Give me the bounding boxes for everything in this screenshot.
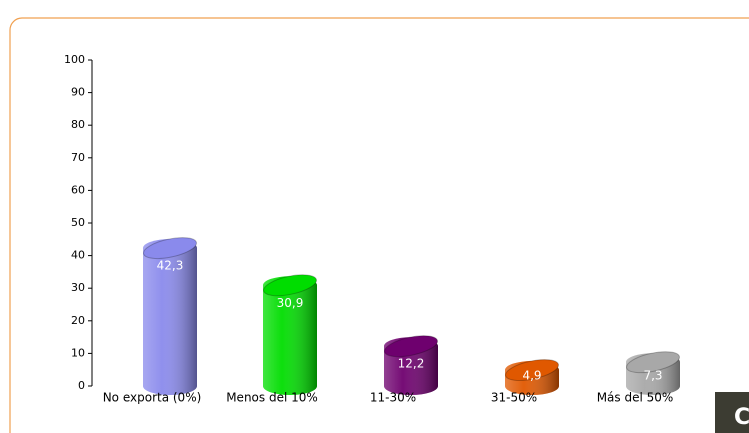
y-tick-label: 70	[71, 151, 85, 164]
y-tick-label: 20	[71, 314, 85, 327]
y-tick-label: 80	[71, 118, 85, 131]
bar-top	[626, 351, 680, 374]
y-tick-label: 90	[71, 86, 85, 99]
y-tick-label: 40	[71, 249, 85, 262]
y-tick-label: 10	[71, 346, 85, 359]
bar-top	[384, 335, 438, 358]
x-tick-label: No exporta (0%)	[103, 391, 202, 405]
value-label: 4,9	[522, 369, 541, 383]
y-tick-label: 50	[71, 216, 85, 229]
bar-shade	[143, 239, 197, 395]
bar-top	[263, 274, 317, 297]
x-tick-label: 11-30%	[370, 391, 416, 405]
bar-top	[143, 237, 197, 260]
value-label: 30,9	[277, 296, 304, 310]
x-tick-label: Más del 50%	[597, 391, 674, 405]
badge: C	[734, 405, 749, 430]
value-label: 12,2	[398, 357, 425, 371]
y-tick-label: 60	[71, 183, 85, 196]
y-tick-label: 0	[78, 379, 85, 392]
y-tick-label: 100	[64, 53, 85, 66]
value-label: 7,3	[643, 369, 662, 383]
badge-box	[715, 392, 749, 433]
x-tick-label: 31-50%	[491, 391, 537, 405]
x-tick-label: Menos del 10%	[226, 391, 318, 405]
bar-top	[505, 359, 559, 381]
y-tick-label: 30	[71, 281, 85, 294]
value-label: 42,3	[157, 259, 184, 273]
bar-shade	[263, 276, 317, 395]
